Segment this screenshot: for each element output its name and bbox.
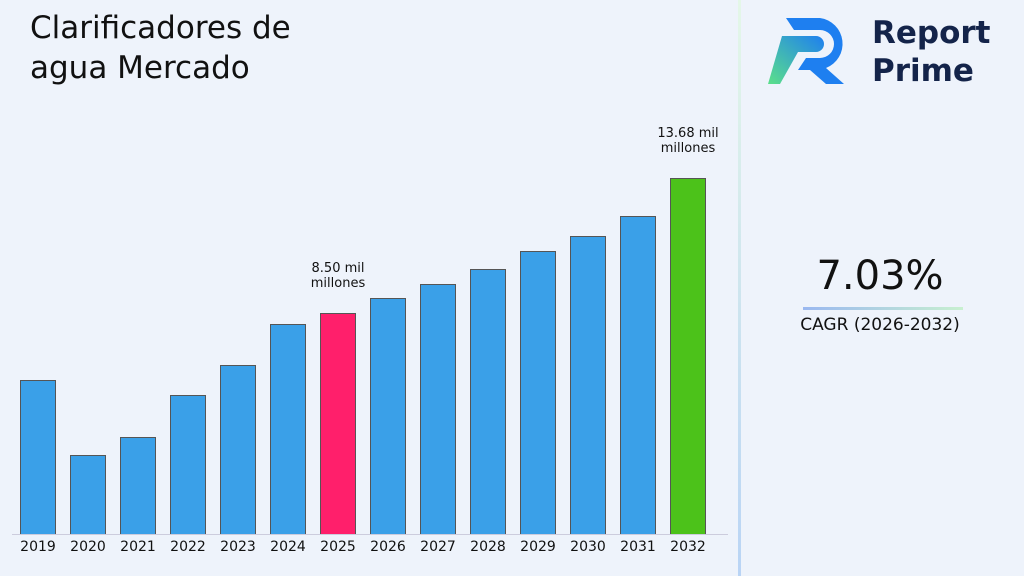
bar xyxy=(670,178,706,534)
x-tick-label: 2032 xyxy=(670,539,706,555)
bar xyxy=(570,235,606,534)
x-tick-label: 2028 xyxy=(470,539,506,555)
value-label: 13.68 mil millones xyxy=(657,126,719,156)
bar xyxy=(470,268,506,534)
bar xyxy=(420,283,456,534)
x-tick-label: 2020 xyxy=(70,539,106,555)
bar xyxy=(320,312,356,534)
bar xyxy=(220,365,256,534)
baseline xyxy=(12,534,728,535)
x-tick-label: 2022 xyxy=(170,539,206,555)
x-tick-label: 2026 xyxy=(370,539,406,555)
x-tick-label: 2027 xyxy=(420,539,456,555)
x-tick-label: 2019 xyxy=(20,539,56,555)
bar xyxy=(170,395,206,534)
bar xyxy=(120,437,156,534)
x-tick-label: 2029 xyxy=(520,539,556,555)
bar xyxy=(620,215,656,534)
logo-icon xyxy=(768,18,844,84)
chart-title: Clarificadores de agua Mercado xyxy=(30,10,291,86)
x-tick-label: 2024 xyxy=(270,539,306,555)
bar xyxy=(370,297,406,534)
bar xyxy=(270,323,306,534)
value-label: 8.50 mil millones xyxy=(310,260,366,291)
cagr-underline xyxy=(803,307,963,310)
brand-name: Report xyxy=(872,15,991,51)
cagr-label: CAGR (2026-2032) xyxy=(800,315,960,335)
divider xyxy=(738,0,741,576)
x-tick-label: 2021 xyxy=(120,539,156,555)
x-tick-label: 2023 xyxy=(220,539,256,555)
cagr-value: 7.03% xyxy=(816,253,944,299)
bar xyxy=(70,455,106,534)
brand-name: Prime xyxy=(872,53,974,89)
bar xyxy=(520,250,556,534)
x-tick-label: 2031 xyxy=(620,539,656,555)
bar xyxy=(20,380,56,534)
x-tick-label: 2025 xyxy=(320,539,356,555)
x-tick-label: 2030 xyxy=(570,539,606,555)
